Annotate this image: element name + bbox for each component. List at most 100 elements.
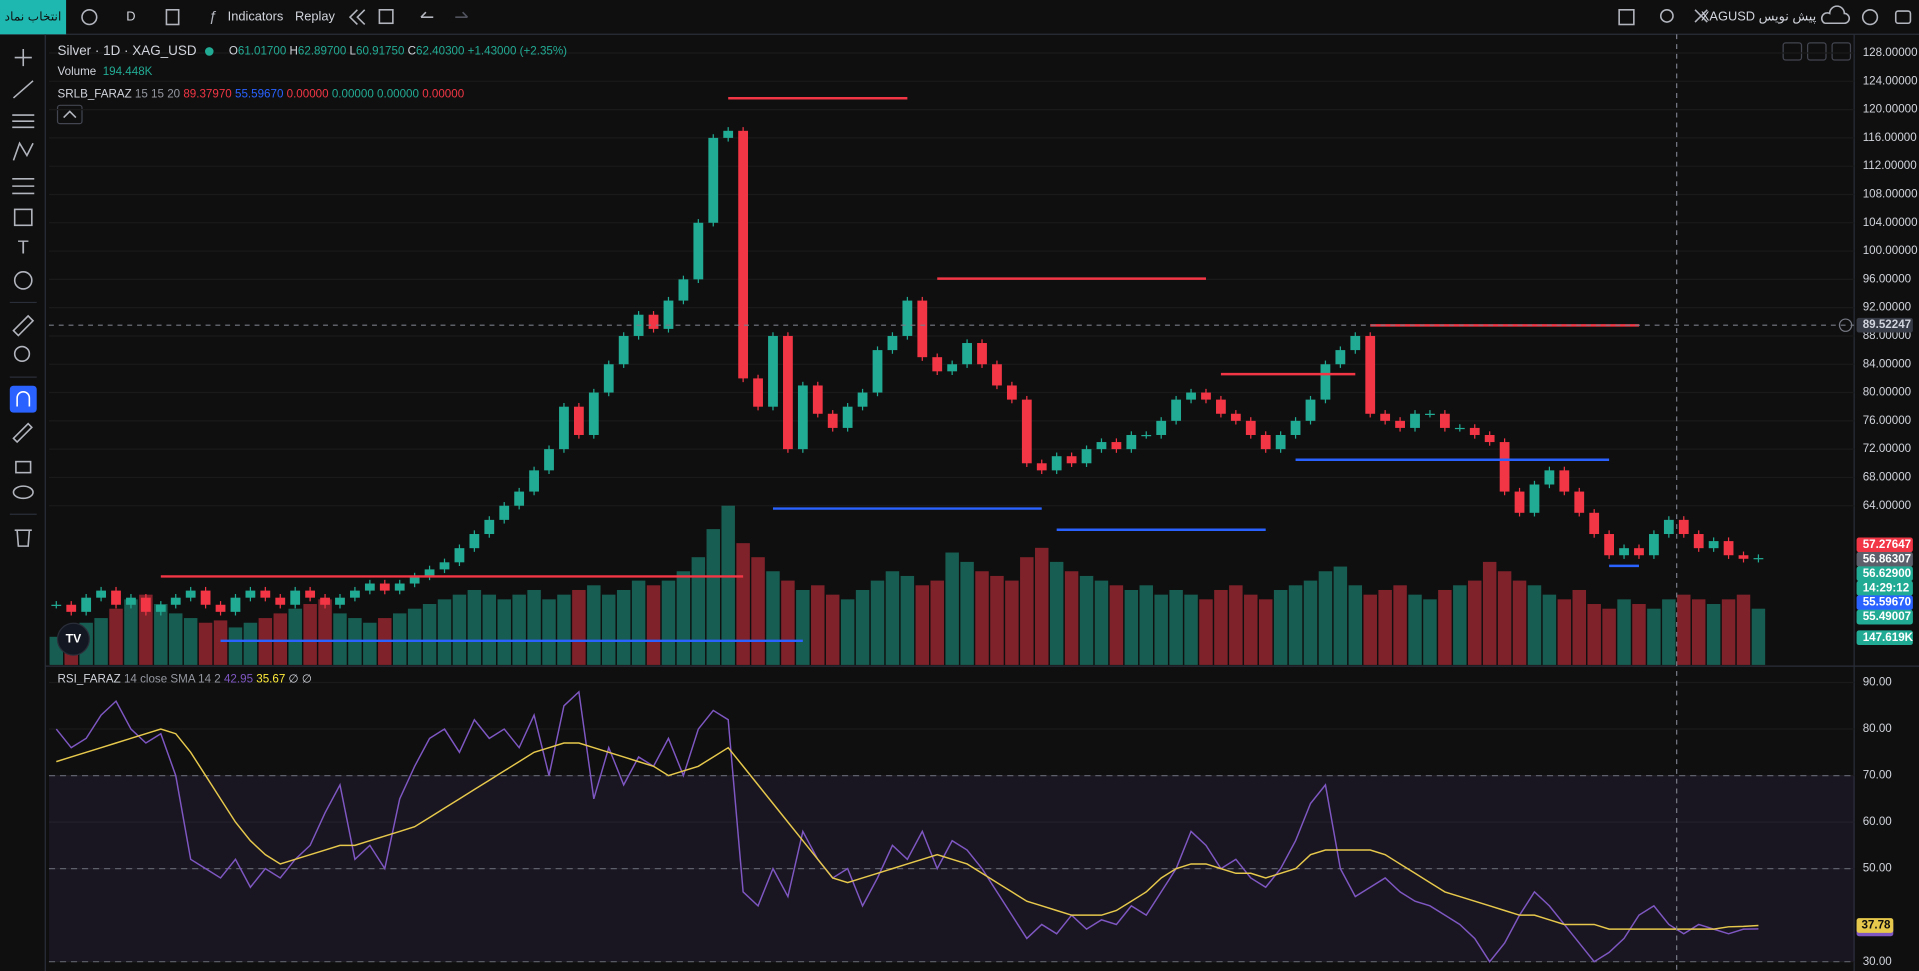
symbol-button-label[interactable]: انتخاب نماد (5, 9, 62, 23)
candle (1186, 392, 1196, 400)
volume-bar (1154, 594, 1168, 665)
volume-bar (1199, 599, 1213, 665)
volume-bar (1602, 608, 1616, 665)
symbol-button[interactable] (0, 0, 67, 35)
replay-icon[interactable] (348, 9, 366, 26)
pane-reset-button[interactable] (1831, 42, 1852, 61)
projection-tool[interactable] (12, 177, 35, 195)
crosshair-plus (1838, 318, 1853, 332)
volume-bar (1408, 594, 1422, 665)
line-tool[interactable] (12, 80, 34, 99)
add-symbol-icon[interactable] (81, 8, 98, 26)
camera-icon[interactable] (1894, 10, 1912, 25)
expand-icon[interactable] (1694, 9, 1708, 23)
legend-symbol: Silver · 1D · XAG_USD (58, 43, 197, 58)
volume-bar (616, 589, 631, 665)
candle (1096, 442, 1107, 450)
candle (66, 604, 77, 612)
rsi-tag (1856, 918, 1894, 933)
y-tick-label: 30.00 (1863, 955, 1892, 968)
interval[interactable]: D (126, 9, 135, 24)
indicators-button[interactable]: Indicators (228, 9, 284, 24)
fx-icon[interactable]: ƒ (209, 9, 217, 25)
fib-tool[interactable] (12, 114, 35, 129)
y-tick-label: 64.00000 (1863, 499, 1911, 512)
y-tick-label: 80.00000 (1863, 386, 1911, 399)
candle (663, 300, 674, 329)
candle (783, 335, 793, 450)
fullscreen-icon[interactable] (1618, 8, 1635, 26)
volume-bar (154, 604, 168, 665)
candle (96, 590, 106, 598)
price-tag-label: 55.59670 (1863, 596, 1911, 609)
cloud-icon[interactable] (1820, 5, 1850, 25)
delete-tool[interactable] (14, 529, 32, 547)
volume-bar (1647, 608, 1661, 665)
price-tag-label: 57.27647 (1863, 538, 1911, 551)
volume-bar (572, 589, 586, 665)
legend-toggle[interactable] (56, 104, 83, 125)
candle (1350, 335, 1361, 351)
candle (693, 222, 704, 280)
crosshair-tool[interactable] (14, 48, 32, 67)
volume-bar (1094, 580, 1109, 665)
magnet-tool[interactable] (9, 385, 37, 413)
volume-bar (1005, 580, 1019, 665)
layout-icon[interactable] (378, 8, 394, 25)
volume-bar (1632, 604, 1646, 665)
volume-bar (1273, 589, 1288, 665)
candle (514, 491, 525, 506)
candle (275, 597, 286, 605)
legend-item: 55.59670 (235, 87, 287, 100)
volume-bar (1662, 599, 1676, 665)
candle (1425, 413, 1435, 415)
ruler-tool[interactable] (12, 314, 35, 337)
y-tick-label: 68.00000 (1863, 470, 1911, 483)
price-tag-label: 14:29:12 (1863, 581, 1909, 594)
redo-icon[interactable] (455, 11, 469, 18)
draw-mode-tool[interactable] (12, 422, 33, 444)
pane-collapse-button[interactable] (1807, 42, 1827, 61)
zoom-tool[interactable] (13, 345, 31, 363)
volume-bar (1587, 604, 1601, 665)
chart-type-icon[interactable] (165, 8, 180, 26)
volume-bar (1079, 575, 1094, 665)
candle (394, 583, 405, 591)
logo[interactable] (56, 622, 90, 656)
candle (1066, 456, 1077, 464)
candle (992, 364, 1002, 386)
hide-tool[interactable] (12, 485, 34, 500)
undo-icon[interactable] (420, 11, 434, 18)
settings-icon[interactable] (1861, 8, 1879, 26)
volume-bar (1438, 589, 1452, 665)
price-pane (48, 97, 1855, 665)
search-icon[interactable] (1659, 8, 1674, 23)
y-tick-label: 80.00 (1863, 722, 1892, 735)
candle (559, 406, 569, 450)
legend-item: 0.00000 (377, 87, 422, 100)
candle (1006, 385, 1017, 400)
y-tick-label: 96.00000 (1863, 272, 1911, 285)
replay-button[interactable]: Replay (295, 9, 336, 24)
candle (603, 364, 614, 393)
candle (1380, 413, 1391, 421)
volume-bar (825, 594, 840, 665)
pattern-tool[interactable] (12, 141, 34, 161)
volume-bar (975, 571, 989, 665)
pane-down-button[interactable] (1782, 42, 1803, 61)
candle (1693, 534, 1704, 549)
emoji-tool[interactable] (13, 271, 33, 290)
logo-mark: TV (66, 631, 82, 645)
price-tag (1856, 537, 1913, 553)
y-tick-label: 116.00000 (1863, 131, 1917, 144)
y-tick-label: 60.00 (1863, 815, 1892, 828)
draft-label[interactable]: XAGUSD پیش نویس (1701, 9, 1817, 25)
volume-bar (437, 599, 452, 665)
volume-bar (183, 618, 198, 665)
text-tool[interactable]: T (18, 236, 29, 257)
candle (1365, 335, 1376, 414)
lock-tool[interactable] (15, 460, 32, 474)
candle (1081, 449, 1092, 464)
shape-tool[interactable] (13, 208, 33, 227)
legend-item: C (404, 44, 416, 57)
